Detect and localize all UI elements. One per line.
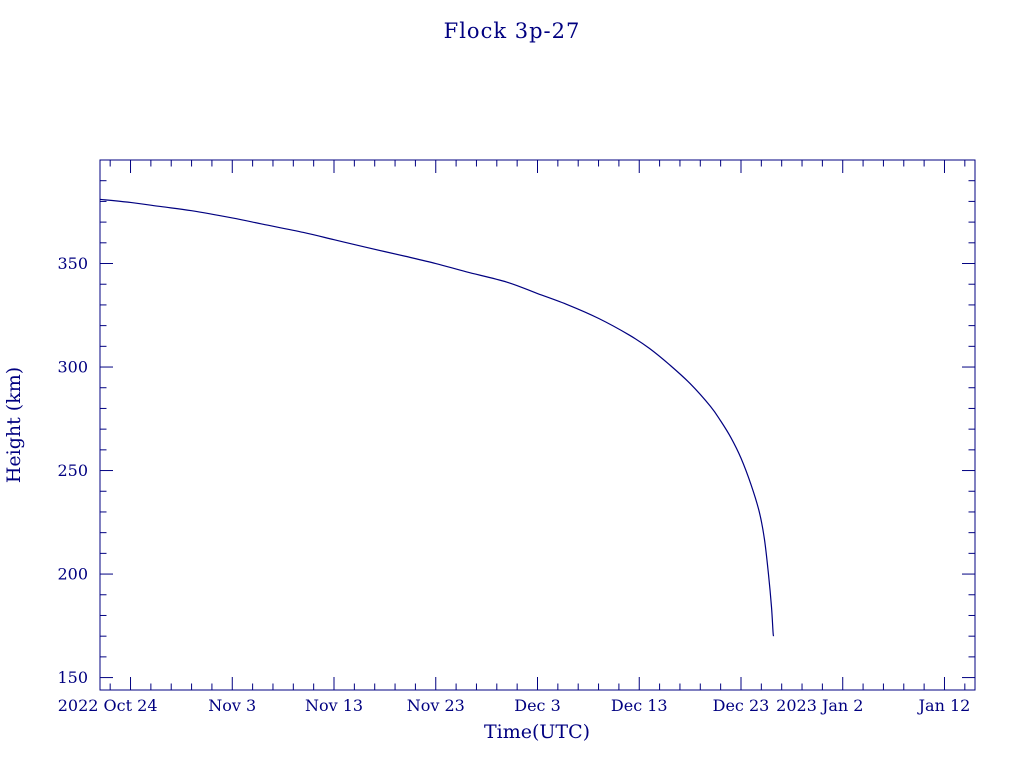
x-tick-label: Nov 13 xyxy=(305,696,363,715)
chart-title: Flock 3p-27 xyxy=(444,19,581,43)
x-tick-label: Jan 12 xyxy=(917,696,971,715)
y-tick-label: 300 xyxy=(57,357,88,376)
plot-frame xyxy=(99,159,976,691)
plot-area: 2022 Oct 24 Nov 3 Nov 13 Nov 23 Dec 3 Dec 13 D… xyxy=(57,159,976,715)
x-axis-label: Time(UTC) xyxy=(484,721,590,743)
x-tick-label: Dec 3 xyxy=(514,696,561,715)
y-tick-label: 350 xyxy=(57,254,88,273)
x-tick-label: Dec 23 xyxy=(713,696,770,715)
x-tick-label: Nov 23 xyxy=(407,696,465,715)
y-tick-label: 150 xyxy=(57,668,88,687)
x-tick-label: Dec 13 xyxy=(611,696,668,715)
y-axis-label: Height (km) xyxy=(3,367,25,483)
y-tick-label: 200 xyxy=(57,565,88,584)
y-tick-label: 250 xyxy=(57,461,88,480)
height-decay-curve xyxy=(99,198,775,637)
x-tick-label: 2022 Oct 24 xyxy=(58,696,158,715)
x-tick-label: Nov 3 xyxy=(208,696,256,715)
x-tick-label: 2023 Jan 2 xyxy=(776,696,863,715)
